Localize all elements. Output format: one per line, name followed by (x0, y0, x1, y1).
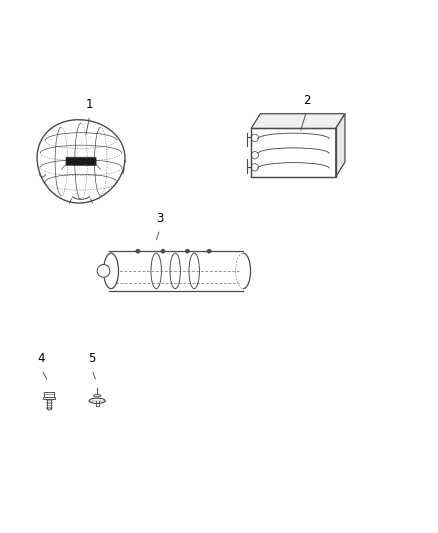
Bar (43, 397, 55, 399)
Polygon shape (251, 128, 336, 177)
Text: 1: 1 (86, 98, 94, 111)
Circle shape (207, 249, 211, 253)
Circle shape (136, 249, 140, 253)
Text: 4: 4 (38, 352, 46, 365)
Bar (44, 392, 54, 397)
FancyBboxPatch shape (66, 157, 96, 166)
Text: 5: 5 (88, 352, 95, 365)
Text: 3: 3 (156, 212, 163, 225)
Ellipse shape (89, 398, 105, 403)
Ellipse shape (94, 394, 101, 397)
Polygon shape (110, 251, 243, 290)
Circle shape (97, 264, 110, 277)
Polygon shape (336, 114, 345, 177)
Circle shape (185, 249, 190, 253)
Ellipse shape (103, 253, 119, 288)
Polygon shape (251, 114, 345, 128)
Circle shape (161, 249, 165, 253)
Text: 2: 2 (303, 94, 311, 107)
